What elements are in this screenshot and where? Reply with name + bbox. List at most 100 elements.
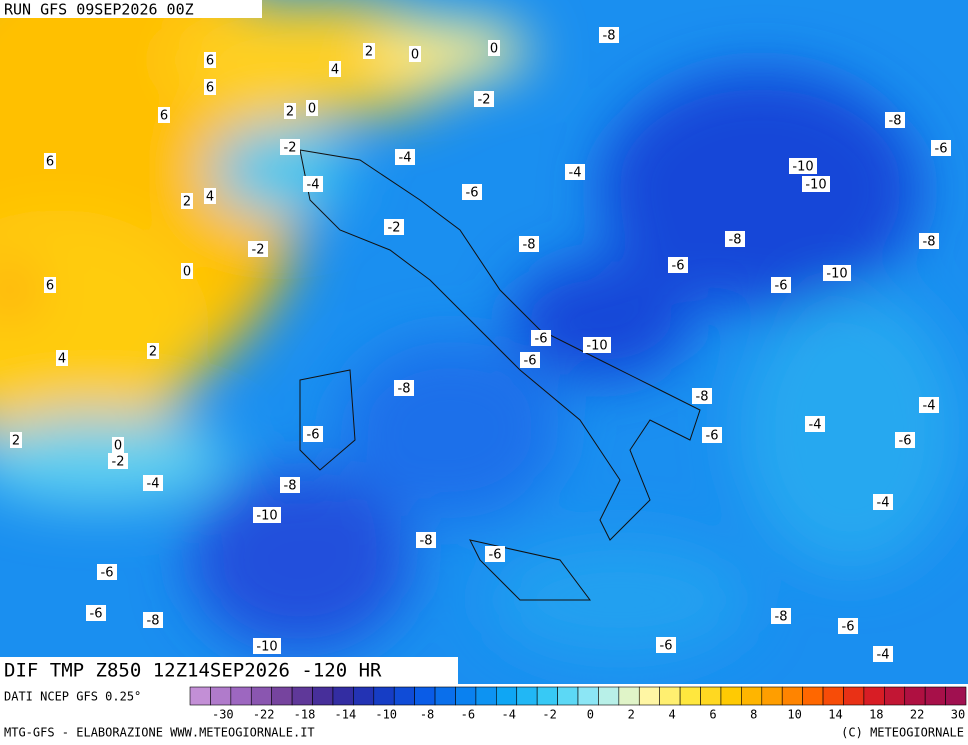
contour-label: -4 bbox=[877, 648, 890, 663]
label-box bbox=[488, 40, 500, 56]
contour-label: -8 bbox=[284, 479, 297, 494]
contour-label: 4 bbox=[331, 63, 339, 78]
label-box bbox=[248, 241, 268, 257]
contour-label: -8 bbox=[889, 114, 902, 129]
colorbar-label: 4 bbox=[668, 708, 675, 722]
label-box bbox=[143, 475, 163, 491]
colorbar-box bbox=[312, 686, 334, 706]
colorbar-box bbox=[230, 686, 252, 706]
label-box bbox=[329, 61, 341, 77]
colorbar-box bbox=[802, 686, 824, 706]
colorbar-label: -14 bbox=[335, 708, 357, 722]
contour-label: -6 bbox=[535, 332, 548, 347]
contour-label: 4 bbox=[206, 190, 214, 205]
contour-label: -8 bbox=[923, 235, 936, 250]
contour-label: -8 bbox=[729, 233, 742, 248]
label-box bbox=[668, 257, 688, 273]
colorbar-box bbox=[291, 686, 313, 706]
label-box bbox=[204, 188, 216, 204]
colorbar-label: -4 bbox=[502, 708, 516, 722]
contour-label: -6 bbox=[90, 607, 103, 622]
colorbar-box bbox=[863, 686, 885, 706]
credit-left: MTG-GFS - ELABORAZIONE WWW.METEOGIORNALE… bbox=[4, 726, 315, 740]
label-box bbox=[474, 91, 494, 107]
contour-label: -8 bbox=[398, 382, 411, 397]
contour-label: -4 bbox=[307, 178, 320, 193]
colorbar-label: 0 bbox=[587, 708, 594, 722]
contour-label: -8 bbox=[603, 29, 616, 44]
label-box bbox=[919, 233, 939, 249]
label-box bbox=[873, 494, 893, 510]
label-box bbox=[519, 236, 539, 252]
colorbar-box bbox=[496, 686, 518, 706]
label-box bbox=[725, 231, 745, 247]
field bbox=[0, 0, 968, 684]
contour-label: -8 bbox=[775, 610, 788, 625]
label-box bbox=[873, 646, 893, 662]
contour-label: -6 bbox=[672, 259, 685, 274]
contour-label: -10 bbox=[256, 509, 277, 524]
colorbar-box bbox=[536, 686, 558, 706]
contour-label: 0 bbox=[308, 102, 316, 117]
colorbar-box bbox=[638, 686, 660, 706]
label-box bbox=[656, 637, 676, 653]
contour-label: -4 bbox=[147, 477, 160, 492]
contour-label: 4 bbox=[58, 352, 66, 367]
contour-label: -6 bbox=[101, 566, 114, 581]
contour-label: -6 bbox=[706, 429, 719, 444]
colorbar-label: 10 bbox=[787, 708, 801, 722]
contour-label: -6 bbox=[775, 279, 788, 294]
contour-label: 6 bbox=[206, 81, 214, 96]
label-box bbox=[44, 153, 56, 169]
colorbar-label: -18 bbox=[294, 708, 316, 722]
contour-label: -2 bbox=[478, 93, 491, 108]
label-box bbox=[303, 426, 323, 442]
colorbar-box bbox=[761, 686, 783, 706]
contour-label: 2 bbox=[183, 195, 191, 210]
colorbar-box bbox=[373, 686, 395, 706]
contour-label: -2 bbox=[112, 455, 125, 470]
label-box bbox=[204, 52, 216, 68]
label-box bbox=[802, 176, 830, 192]
colorbar-box bbox=[741, 686, 763, 706]
label-box bbox=[280, 477, 300, 493]
contour-label: 2 bbox=[365, 45, 373, 60]
colorbar-box bbox=[679, 686, 701, 706]
colorbar-box bbox=[618, 686, 640, 706]
label-box bbox=[204, 79, 216, 95]
label-box bbox=[895, 432, 915, 448]
label-box bbox=[108, 453, 128, 469]
label-box bbox=[56, 350, 68, 366]
source-label: DATI NCEP GFS 0.25° bbox=[4, 690, 141, 704]
contour-label: 0 bbox=[411, 48, 419, 63]
label-box bbox=[44, 277, 56, 293]
colorbar-label: -22 bbox=[253, 708, 275, 722]
contour-label: 0 bbox=[114, 439, 122, 454]
label-box bbox=[692, 388, 712, 404]
colorbar-label: -6 bbox=[461, 708, 475, 722]
label-box bbox=[303, 176, 323, 192]
contour-label: -2 bbox=[388, 221, 401, 236]
colorbar-box bbox=[577, 686, 599, 706]
contour-label: 6 bbox=[46, 279, 54, 294]
contour-label: -6 bbox=[660, 639, 673, 654]
colorbar-box bbox=[700, 686, 722, 706]
colorbar-box bbox=[598, 686, 620, 706]
colorbar-label: 2 bbox=[628, 708, 635, 722]
colorbar-box bbox=[250, 686, 272, 706]
label-box bbox=[823, 265, 851, 281]
label-box bbox=[86, 605, 106, 621]
contour-label: -6 bbox=[935, 142, 948, 157]
contour-label: -4 bbox=[877, 496, 890, 511]
label-box bbox=[306, 100, 318, 116]
contour-label: 6 bbox=[206, 54, 214, 69]
colorbar-box bbox=[781, 686, 803, 706]
colorbar-box bbox=[822, 686, 844, 706]
label-box bbox=[919, 397, 939, 413]
contour-label: -10 bbox=[805, 178, 826, 193]
colorbar-box bbox=[843, 686, 865, 706]
contour-label: -8 bbox=[420, 534, 433, 549]
colorbar-label: 18 bbox=[869, 708, 883, 722]
label-box bbox=[771, 277, 791, 293]
